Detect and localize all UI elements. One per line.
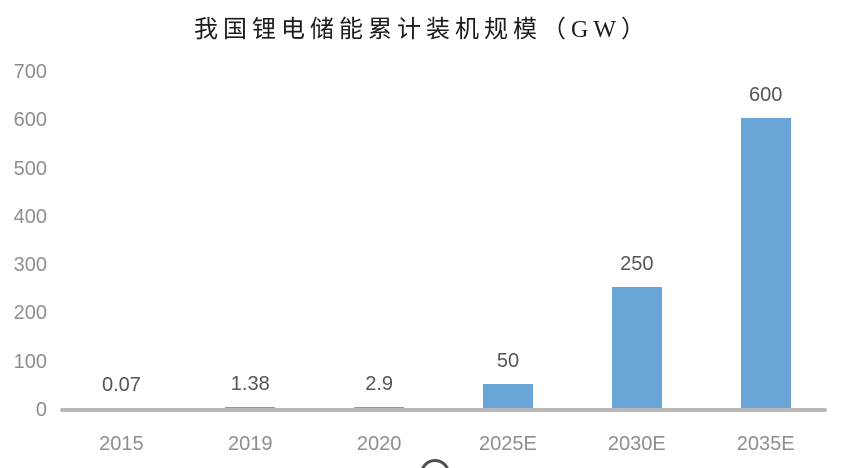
x-tick-label: 2025E: [479, 433, 537, 455]
bar: [611, 287, 662, 408]
y-tick-label: 100: [13, 350, 47, 373]
x-axis-line: [60, 408, 827, 412]
y-tick-label: 500: [13, 157, 47, 180]
bar: [354, 406, 405, 408]
y-tick-label: 700: [13, 61, 47, 83]
bar-value-label: 0.07: [101, 373, 141, 396]
y-tick-label: 400: [13, 205, 47, 228]
x-tick-label: 2019: [228, 433, 273, 455]
y-tick-label: 200: [13, 302, 47, 325]
bar: [740, 118, 791, 408]
bar-value-label: 600: [748, 84, 783, 107]
bar-value-label: 50: [496, 349, 520, 372]
chart-title: 我国锂电储能累计装机规模（GW）: [194, 17, 650, 43]
bar-value-label: 1.38: [230, 373, 270, 396]
x-tick-label: 2030E: [607, 433, 666, 455]
x-tick-label: 2020: [356, 433, 402, 455]
x-tick-label: 2015: [99, 433, 144, 455]
bar: [225, 407, 276, 408]
x-tick-label: 2035E: [736, 433, 795, 455]
y-tick-label: 300: [13, 254, 47, 277]
bar-value-label: 2.9: [365, 372, 394, 395]
bar-value-label: 250: [620, 253, 654, 276]
watermark-arc: [420, 459, 450, 468]
y-tick-label: 0: [35, 399, 47, 421]
y-tick-label: 600: [13, 109, 47, 132]
bar: [482, 383, 533, 408]
